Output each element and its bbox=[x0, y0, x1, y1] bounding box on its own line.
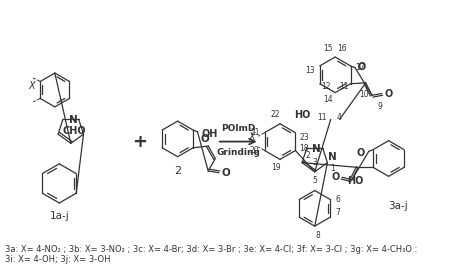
Text: O: O bbox=[384, 88, 392, 98]
Text: 1a-j: 1a-j bbox=[49, 211, 69, 221]
Text: 15: 15 bbox=[323, 44, 333, 52]
Text: 21: 21 bbox=[250, 128, 260, 137]
Text: 9: 9 bbox=[378, 102, 383, 111]
Text: Grinding: Grinding bbox=[216, 148, 260, 157]
Text: HO: HO bbox=[347, 176, 364, 186]
Text: 4: 4 bbox=[337, 113, 342, 122]
Text: CHO: CHO bbox=[63, 126, 86, 136]
Text: N: N bbox=[69, 115, 78, 125]
Text: 22: 22 bbox=[271, 110, 280, 119]
Text: 19: 19 bbox=[271, 163, 280, 172]
Text: 1: 1 bbox=[330, 164, 335, 174]
Text: 5: 5 bbox=[312, 176, 317, 185]
Text: OH: OH bbox=[202, 129, 218, 139]
Text: O: O bbox=[221, 168, 230, 178]
Text: 3a-j: 3a-j bbox=[389, 201, 409, 211]
Text: 11: 11 bbox=[317, 113, 326, 122]
Text: 7: 7 bbox=[335, 208, 340, 217]
Text: 8: 8 bbox=[315, 231, 320, 240]
Text: O: O bbox=[356, 148, 365, 158]
Text: 3a: X= 4-NO₂ ; 3b: X= 3-NO₂ ; 3c: X= 4-Br; 3d: X= 3-Br ; 3e: X= 4-Cl; 3f: X= 3-C: 3a: X= 4-NO₂ ; 3b: X= 3-NO₂ ; 3c: X= 4-B… bbox=[5, 245, 417, 254]
Text: 2: 2 bbox=[306, 151, 310, 160]
Text: 18: 18 bbox=[300, 144, 309, 153]
Text: +: + bbox=[132, 133, 147, 151]
Text: N: N bbox=[328, 152, 337, 162]
Text: 10: 10 bbox=[359, 90, 369, 99]
Text: O: O bbox=[331, 172, 339, 182]
Text: 20: 20 bbox=[250, 146, 260, 155]
Text: 6: 6 bbox=[335, 195, 340, 204]
Text: 13: 13 bbox=[305, 66, 315, 75]
Text: 2: 2 bbox=[174, 166, 181, 175]
Text: N: N bbox=[312, 144, 321, 153]
Text: X: X bbox=[248, 132, 255, 142]
Text: 16: 16 bbox=[337, 44, 347, 52]
Text: O: O bbox=[200, 134, 209, 145]
Text: 17: 17 bbox=[356, 63, 365, 72]
Text: HO: HO bbox=[294, 110, 310, 120]
Text: O: O bbox=[358, 62, 366, 72]
Text: 14: 14 bbox=[323, 95, 333, 104]
Text: 3i: X= 4-OH; 3j: X= 3-OH: 3i: X= 4-OH; 3j: X= 3-OH bbox=[5, 255, 110, 264]
Text: 23: 23 bbox=[300, 133, 309, 142]
Text: 11: 11 bbox=[340, 82, 349, 91]
Text: X: X bbox=[28, 81, 35, 92]
Text: 3: 3 bbox=[312, 158, 317, 167]
Text: 12: 12 bbox=[321, 82, 331, 91]
Text: POlmD: POlmD bbox=[221, 124, 255, 133]
